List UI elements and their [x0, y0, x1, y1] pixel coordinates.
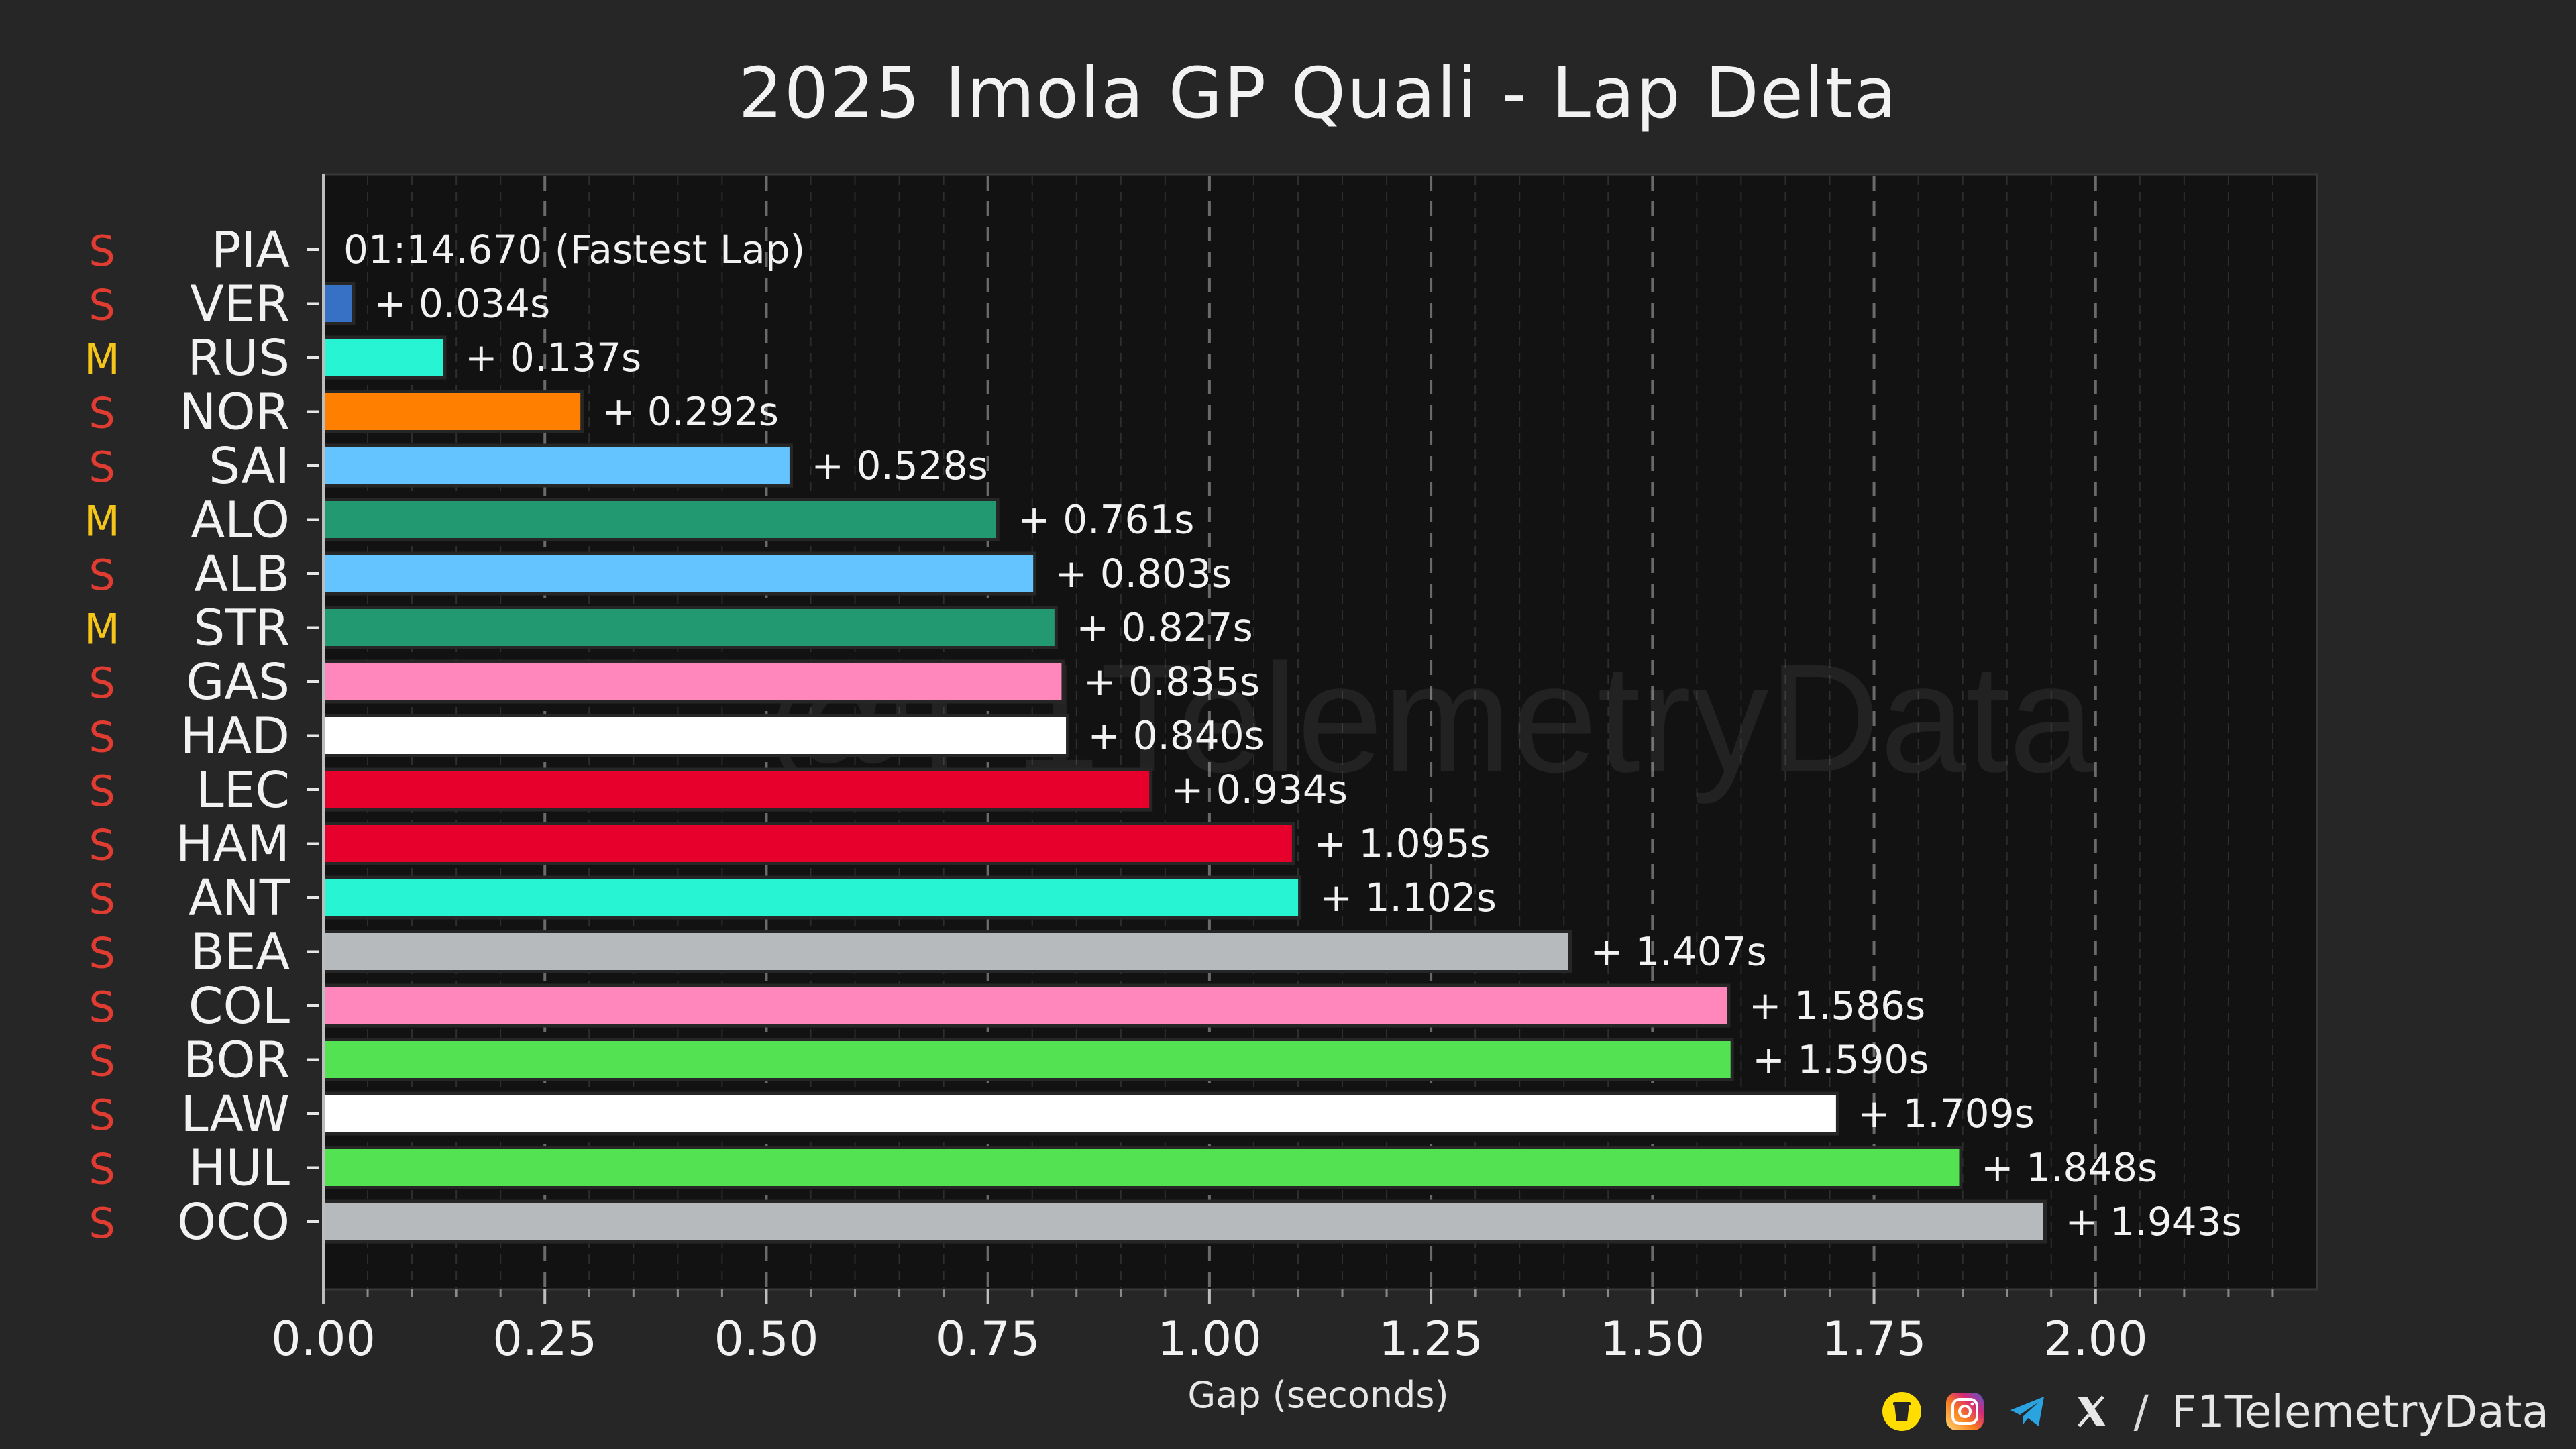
bar	[321, 1038, 1734, 1081]
tyre-label: S	[89, 551, 115, 600]
driver-label: LAW	[180, 1085, 290, 1143]
bar	[321, 606, 1058, 649]
x-tick-label: 0.75	[936, 1311, 1040, 1366]
x-tick-label: 0.25	[492, 1311, 597, 1366]
bar-value-label: + 1.586s	[1749, 983, 1925, 1028]
driver-label: ANT	[189, 869, 290, 927]
tyre-label: S	[89, 821, 115, 870]
driver-label: HUL	[189, 1140, 290, 1197]
bar-value-label: + 0.803s	[1055, 551, 1232, 596]
x-axis-label: Gap (seconds)	[1187, 1374, 1448, 1416]
tyre-label: S	[89, 1145, 115, 1194]
bar	[321, 282, 356, 325]
bar	[321, 443, 793, 488]
x-tick-label: 2.00	[2043, 1311, 2148, 1366]
tyre-label: S	[89, 929, 115, 978]
tyre-label: M	[84, 605, 120, 654]
driver-label: HAD	[180, 708, 290, 765]
x-axis: 0.00 0.25 0.50 0.75 1.00 1.25 1.50 1.75 2.00	[271, 174, 2274, 1366]
bar-value-label: + 1.943s	[2065, 1199, 2241, 1244]
x-icon[interactable]	[2071, 1391, 2111, 1432]
driver-label: COL	[189, 977, 290, 1035]
tyre-label: S	[89, 1037, 115, 1086]
x-tick-label: 1.50	[1600, 1311, 1705, 1366]
tyre-label: S	[89, 389, 115, 438]
bar	[321, 498, 1000, 541]
instagram-icon[interactable]	[1945, 1391, 1985, 1432]
chart-title: 2025 Imola GP Quali - Lap Delta	[738, 52, 1898, 134]
driver-label: BEA	[191, 924, 290, 981]
bar-value-label: + 1.709s	[1858, 1091, 2034, 1136]
tyre-label: S	[89, 659, 115, 708]
x-tick-label: 0.00	[271, 1311, 376, 1366]
bar	[321, 875, 1302, 920]
bar-value-label: + 0.827s	[1076, 605, 1252, 651]
driver-label: VER	[190, 276, 290, 333]
bar-value-label: + 0.761s	[1018, 497, 1194, 543]
driver-label: ALO	[191, 492, 290, 549]
bar-value-label: + 1.095s	[1313, 821, 1490, 867]
bars	[321, 282, 2047, 1244]
bar	[321, 390, 584, 433]
bar-value-label: + 0.292s	[602, 389, 779, 435]
tyre-label: S	[89, 875, 115, 924]
tyre-label: S	[89, 1091, 115, 1140]
telegram-icon[interactable]	[2008, 1391, 2048, 1432]
tyre-label: S	[89, 281, 115, 330]
bar	[321, 551, 1037, 596]
footer-handle[interactable]: F1TelemetryData	[2171, 1385, 2549, 1438]
tyre-label: S	[89, 767, 115, 816]
driver-label: GAS	[186, 653, 290, 711]
tyre-label: M	[84, 335, 120, 384]
bar-value-label: + 0.137s	[465, 335, 641, 380]
footer: / F1TelemetryData	[1882, 1383, 2549, 1440]
bar-value-label: + 0.528s	[811, 443, 987, 488]
driver-label: OCO	[177, 1193, 290, 1251]
tyre-label: S	[89, 713, 115, 762]
driver-label: STR	[193, 600, 290, 657]
driver-label: ALB	[194, 545, 290, 603]
bar-value-label: + 0.934s	[1171, 767, 1348, 812]
footer-separator: /	[2133, 1385, 2149, 1438]
bar	[321, 767, 1153, 812]
x-tick-label: 1.00	[1157, 1311, 1262, 1366]
tyre-label: S	[89, 443, 115, 492]
bar	[321, 822, 1295, 865]
fastest-lap-label: 01:14.670 (Fastest Lap)	[343, 227, 805, 272]
tyre-label: M	[84, 497, 120, 546]
bar	[321, 714, 1070, 757]
driver-label: LEC	[196, 761, 290, 819]
bar-value-label: + 0.034s	[374, 281, 550, 327]
driver-label: PIA	[211, 221, 290, 279]
driver-label: NOR	[179, 384, 290, 441]
driver-label: HAM	[176, 816, 290, 873]
x-tick-label: 0.50	[714, 1311, 819, 1366]
bar-value-label: + 1.590s	[1752, 1037, 1929, 1083]
bar-value-label: + 0.840s	[1088, 713, 1265, 759]
bar	[321, 983, 1731, 1028]
x-tick-label: 1.75	[1822, 1311, 1927, 1366]
tyre-label: S	[89, 983, 115, 1032]
driver-label: RUS	[187, 329, 290, 387]
bar-value-label: + 0.835s	[1083, 659, 1260, 704]
tyre-label: S	[89, 1199, 115, 1248]
labels: S PIA 01:14.670 (Fastest Lap) S VER + 0.034s M…	[84, 221, 2242, 1251]
bar-value-label: + 1.102s	[1320, 875, 1497, 920]
bar	[321, 335, 447, 380]
bar-value-label: + 1.848s	[1981, 1145, 2157, 1191]
coffee-icon[interactable]	[1882, 1391, 1922, 1432]
bar	[321, 1091, 1839, 1136]
bar	[321, 659, 1065, 704]
bar	[321, 1199, 2047, 1244]
x-tick-label: 1.25	[1379, 1311, 1483, 1366]
driver-label: SAI	[209, 437, 290, 495]
bar	[321, 1146, 1963, 1189]
tyre-label: S	[89, 227, 115, 276]
bar	[321, 930, 1572, 973]
driver-label: BOR	[183, 1032, 290, 1089]
bar-value-label: + 1.407s	[1590, 929, 1766, 975]
